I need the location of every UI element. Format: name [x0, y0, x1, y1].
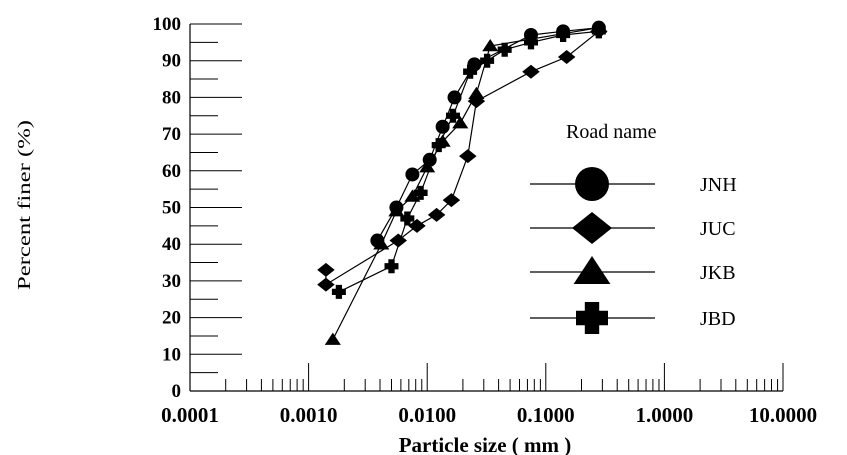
data-point: [384, 259, 399, 274]
data-point: [523, 35, 538, 50]
legend-entry-jbd: JBD: [530, 302, 736, 334]
x-tick-label: 0.0100: [398, 403, 456, 427]
y-tick-label: 0: [172, 381, 182, 402]
data-point: [317, 262, 335, 277]
data-point: [575, 167, 609, 201]
data-point: [317, 277, 335, 292]
data-point: [557, 50, 576, 65]
data-point: [413, 185, 428, 200]
data-point: [572, 212, 612, 244]
x-tick-label: 0.0001: [161, 403, 219, 427]
data-point: [468, 86, 485, 99]
data-point: [427, 207, 446, 222]
data-point: [442, 193, 461, 208]
y-tick-label: 100: [153, 14, 182, 35]
data-point: [463, 64, 478, 79]
legend-label: JKB: [700, 262, 736, 284]
data-point: [389, 233, 407, 248]
x-tick-label: 10.0000: [749, 403, 817, 427]
data-point: [576, 302, 608, 334]
x-tick-label: 0.0010: [280, 403, 338, 427]
legend-entry-juc: JUC: [530, 212, 736, 244]
legend-title: Road name: [566, 121, 657, 143]
y-tick-label: 10: [162, 344, 181, 365]
data-point: [522, 64, 540, 79]
y-axis-ticks: 0 10 20 30 40 50 60 70 80 90 100: [153, 14, 242, 402]
data-point: [431, 138, 446, 153]
data-point: [573, 256, 611, 284]
legend-label: JBD: [700, 308, 736, 330]
axes: [189, 24, 783, 392]
y-tick-label: 50: [162, 198, 181, 219]
series-juc: [317, 24, 608, 292]
data-point: [447, 90, 462, 105]
y-axis-title: Percent finer (%): [14, 120, 35, 290]
x-axis-ticks: 0.0001 0.0010 0.0100 0.1000 1.0000 10.0000: [161, 363, 817, 427]
data-point: [324, 332, 341, 345]
data-point: [459, 149, 477, 164]
data-point: [556, 28, 571, 43]
data-point: [482, 39, 499, 52]
data-point: [452, 116, 469, 129]
data-point: [408, 218, 426, 233]
data-point: [373, 237, 390, 250]
data-point: [331, 284, 346, 299]
series-jbd: [331, 24, 606, 299]
legend: Road name JNH JUC JKB JBD: [530, 121, 737, 334]
data-point: [400, 211, 415, 226]
legend-entry-jnh: JNH: [530, 167, 737, 201]
data-point: [404, 189, 421, 202]
series-line: [376, 27, 599, 241]
data-point: [419, 160, 436, 173]
data-point: [497, 42, 512, 57]
x-tick-label: 0.1000: [517, 403, 575, 427]
legend-entry-jkb: JKB: [530, 256, 736, 284]
y-tick-label: 20: [162, 308, 181, 329]
y-tick-label: 70: [162, 124, 181, 145]
data-point: [445, 108, 460, 123]
data-point: [480, 53, 495, 68]
series-layer: [317, 20, 608, 345]
y-tick-label: 90: [162, 51, 181, 72]
y-tick-label: 40: [162, 234, 181, 255]
x-tick-label: 1.0000: [636, 403, 694, 427]
legend-label: JUC: [700, 218, 736, 240]
data-point: [388, 204, 405, 217]
y-tick-label: 30: [162, 271, 181, 292]
y-tick-label: 60: [162, 161, 181, 182]
data-point: [591, 24, 606, 39]
legend-label: JNH: [700, 174, 737, 196]
x-axis-title: Particle size ( mm ): [399, 433, 572, 455]
y-tick-label: 80: [162, 87, 181, 108]
data-point: [405, 167, 420, 182]
